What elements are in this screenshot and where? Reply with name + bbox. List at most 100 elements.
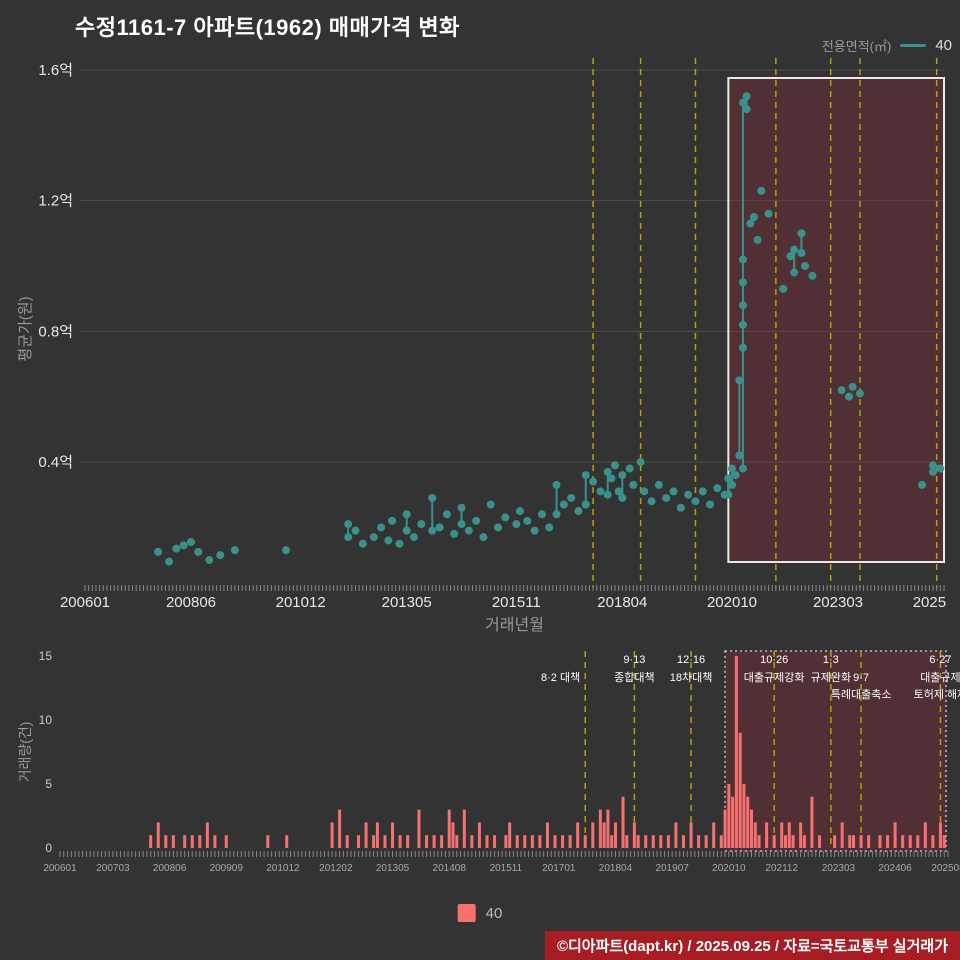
- volume-bar[interactable]: [916, 835, 920, 848]
- volume-bar[interactable]: [164, 835, 168, 848]
- price-point[interactable]: [738, 464, 747, 473]
- price-point[interactable]: [567, 493, 576, 502]
- price-point[interactable]: [552, 510, 561, 519]
- volume-bar[interactable]: [632, 822, 636, 848]
- price-point[interactable]: [596, 487, 605, 496]
- price-point[interactable]: [742, 105, 751, 114]
- price-point[interactable]: [230, 546, 239, 555]
- volume-bar[interactable]: [742, 784, 746, 848]
- price-point[interactable]: [457, 503, 466, 512]
- price-point[interactable]: [384, 536, 393, 545]
- volume-bar[interactable]: [515, 835, 519, 848]
- volume-bar[interactable]: [383, 835, 387, 848]
- price-point[interactable]: [724, 490, 733, 499]
- price-point[interactable]: [764, 209, 773, 218]
- volume-bar[interactable]: [908, 835, 912, 848]
- volume-bar[interactable]: [810, 796, 814, 848]
- price-point[interactable]: [435, 523, 444, 532]
- volume-bar[interactable]: [440, 835, 444, 848]
- volume-bar[interactable]: [659, 835, 663, 848]
- volume-bar[interactable]: [750, 809, 754, 848]
- area-legend[interactable]: 전용면적(㎡) 40: [822, 36, 952, 55]
- volume-bar[interactable]: [697, 835, 701, 848]
- volume-bar[interactable]: [545, 822, 549, 848]
- price-point[interactable]: [358, 539, 367, 548]
- price-point[interactable]: [738, 278, 747, 287]
- volume-bar[interactable]: [731, 796, 735, 848]
- price-point[interactable]: [344, 520, 353, 529]
- volume-bar[interactable]: [183, 835, 187, 848]
- price-point[interactable]: [614, 487, 623, 496]
- price-point[interactable]: [848, 382, 857, 391]
- volume-bar[interactable]: [644, 835, 648, 848]
- price-point[interactable]: [351, 526, 360, 535]
- volume-bar[interactable]: [753, 822, 757, 848]
- price-point[interactable]: [738, 320, 747, 329]
- price-point[interactable]: [618, 493, 627, 502]
- price-point[interactable]: [691, 497, 700, 506]
- price-point[interactable]: [738, 98, 747, 107]
- volume-bar[interactable]: [338, 809, 342, 848]
- volume-bar[interactable]: [681, 835, 685, 848]
- price-point[interactable]: [216, 551, 225, 560]
- volume-bar[interactable]: [224, 835, 228, 848]
- volume-bar[interactable]: [538, 835, 542, 848]
- legend-series-value[interactable]: 40: [935, 37, 952, 54]
- volume-bar[interactable]: [485, 835, 489, 848]
- volume-bar[interactable]: [840, 822, 844, 848]
- price-point[interactable]: [936, 464, 945, 473]
- volume-bar[interactable]: [886, 835, 890, 848]
- volume-bar[interactable]: [719, 835, 723, 848]
- volume-bar[interactable]: [787, 822, 791, 848]
- volume-bar[interactable]: [553, 835, 557, 848]
- volume-bar[interactable]: [734, 656, 738, 848]
- price-point[interactable]: [797, 229, 806, 238]
- price-point[interactable]: [676, 503, 685, 512]
- volume-bar[interactable]: [848, 835, 852, 848]
- volume-bar[interactable]: [462, 809, 466, 848]
- price-point[interactable]: [194, 547, 203, 556]
- volume-bar[interactable]: [156, 822, 160, 848]
- price-point[interactable]: [537, 510, 546, 519]
- price-point[interactable]: [552, 480, 561, 489]
- price-point[interactable]: [464, 526, 473, 535]
- price-point[interactable]: [735, 451, 744, 460]
- price-point[interactable]: [647, 497, 656, 506]
- price-point[interactable]: [581, 500, 590, 509]
- volume-bar[interactable]: [591, 822, 595, 848]
- price-point[interactable]: [205, 556, 214, 565]
- price-point[interactable]: [757, 186, 766, 195]
- volume-bar[interactable]: [746, 796, 750, 848]
- volume-bar[interactable]: [625, 835, 629, 848]
- price-point[interactable]: [154, 547, 163, 556]
- price-point[interactable]: [559, 500, 568, 509]
- volume-bar[interactable]: [613, 822, 617, 848]
- volume-bar[interactable]: [330, 822, 334, 848]
- volume-bar[interactable]: [610, 835, 614, 848]
- volume-bar[interactable]: [738, 732, 742, 848]
- volume-bar[interactable]: [583, 835, 587, 848]
- volume-bar[interactable]: [568, 835, 572, 848]
- price-point[interactable]: [929, 467, 938, 476]
- price-point[interactable]: [790, 268, 799, 277]
- volume-bar[interactable]: [606, 809, 610, 848]
- volume-bar[interactable]: [417, 809, 421, 848]
- volume-bar[interactable]: [504, 835, 508, 848]
- price-point[interactable]: [929, 461, 938, 470]
- volume-bar[interactable]: [923, 822, 927, 848]
- volume-bar[interactable]: [345, 835, 349, 848]
- volume-bar[interactable]: [561, 835, 565, 848]
- price-point[interactable]: [172, 544, 181, 553]
- price-point[interactable]: [640, 487, 649, 496]
- price-point[interactable]: [402, 510, 411, 519]
- price-point[interactable]: [742, 92, 751, 101]
- volume-bar[interactable]: [723, 809, 727, 848]
- volume-bar[interactable]: [867, 835, 871, 848]
- volume-bar[interactable]: [852, 835, 856, 848]
- price-point[interactable]: [801, 262, 810, 270]
- volume-bar[interactable]: [425, 835, 429, 848]
- volume-bar[interactable]: [704, 835, 708, 848]
- volume-bar[interactable]: [636, 835, 640, 848]
- volume-bar[interactable]: [621, 796, 625, 848]
- price-point[interactable]: [603, 467, 612, 476]
